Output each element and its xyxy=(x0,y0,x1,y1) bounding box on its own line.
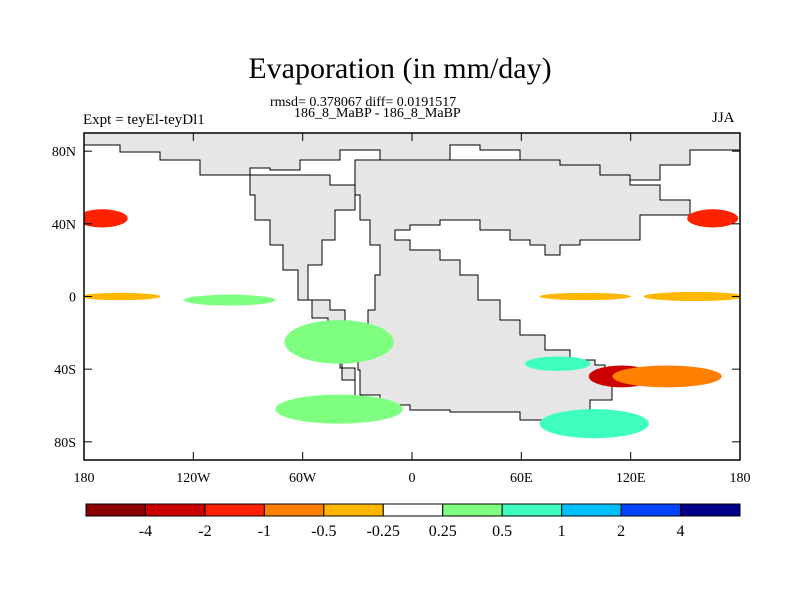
colorbar-label: 1 xyxy=(558,523,566,540)
season-label: JJA xyxy=(712,110,735,126)
y-axis: 80N 40N 0 40S 80S xyxy=(52,145,740,451)
colorbar-label: 2 xyxy=(617,523,625,540)
contour-feature-9 xyxy=(539,409,649,439)
colorbar-swatch xyxy=(85,503,146,517)
colorbar-label: -2 xyxy=(198,523,211,540)
contour-features xyxy=(84,209,740,439)
x-tick-label: 120W xyxy=(176,471,211,486)
colorbar-label: 0.5 xyxy=(492,523,512,540)
contour-feature-10 xyxy=(687,209,739,228)
y-tick-label: 80S xyxy=(54,436,76,451)
colorbar-label: -0.5 xyxy=(311,523,336,540)
y-tick-label: 80N xyxy=(52,145,76,160)
land-eurasia-africa xyxy=(354,159,691,421)
chart-title: Evaporation (in mm/day) xyxy=(248,52,552,85)
contour-feature-3 xyxy=(184,294,276,306)
expt-label: Expt = teyEl-teyDl1 xyxy=(83,112,205,128)
colorbar-label: 0.25 xyxy=(429,523,457,540)
contour-feature-2 xyxy=(84,292,161,301)
colorbar-swatch xyxy=(620,503,682,517)
colorbar-swatch xyxy=(382,503,444,517)
x-tick-label: 60E xyxy=(510,471,533,486)
contour-feature-1 xyxy=(539,292,631,301)
contour-feature-4 xyxy=(284,320,394,364)
colorbar-swatch xyxy=(680,503,741,517)
colorbar-swatch xyxy=(442,503,503,517)
contour-feature-5 xyxy=(275,394,403,424)
contour-feature-11 xyxy=(84,209,128,228)
y-tick-label: 40S xyxy=(54,363,76,378)
x-tick-label: 180 xyxy=(74,471,95,486)
y-tick-label: 40N xyxy=(52,218,76,233)
colorbar-swatch xyxy=(263,503,325,517)
y-tick-label: 0 xyxy=(69,291,76,306)
x-tick-label: 120E xyxy=(616,471,646,486)
colorbar: -4 -2 -1 -0.5 -0.25 0.25 0.5 1 2 4 xyxy=(85,503,741,540)
colorbar-swatch xyxy=(204,503,265,517)
colorbar-swatch xyxy=(501,503,563,517)
colorbar-label: -0.25 xyxy=(367,523,400,540)
x-axis: 180 120W 60W 0 60E 120E 180 xyxy=(74,133,751,486)
x-tick-label: 180 xyxy=(730,471,751,486)
stats-line: rmsd= 0.378067 diff= 0.0191517 xyxy=(270,95,457,110)
colorbar-label: -4 xyxy=(139,523,152,540)
colorbar-label: 4 xyxy=(677,523,685,540)
x-tick-label: 60W xyxy=(289,471,317,486)
contour-feature-0 xyxy=(643,291,740,302)
colorbar-swatch xyxy=(144,503,206,517)
contour-feature-8 xyxy=(524,356,591,371)
contour-feature-7 xyxy=(612,365,722,388)
colorbar-swatch xyxy=(323,503,384,517)
experiment-names: 186_8_MaBP - 186_8_MaBP xyxy=(294,106,461,121)
colorbar-swatch xyxy=(561,503,622,517)
colorbar-label: -1 xyxy=(258,523,271,540)
x-tick-label: 0 xyxy=(409,471,416,486)
